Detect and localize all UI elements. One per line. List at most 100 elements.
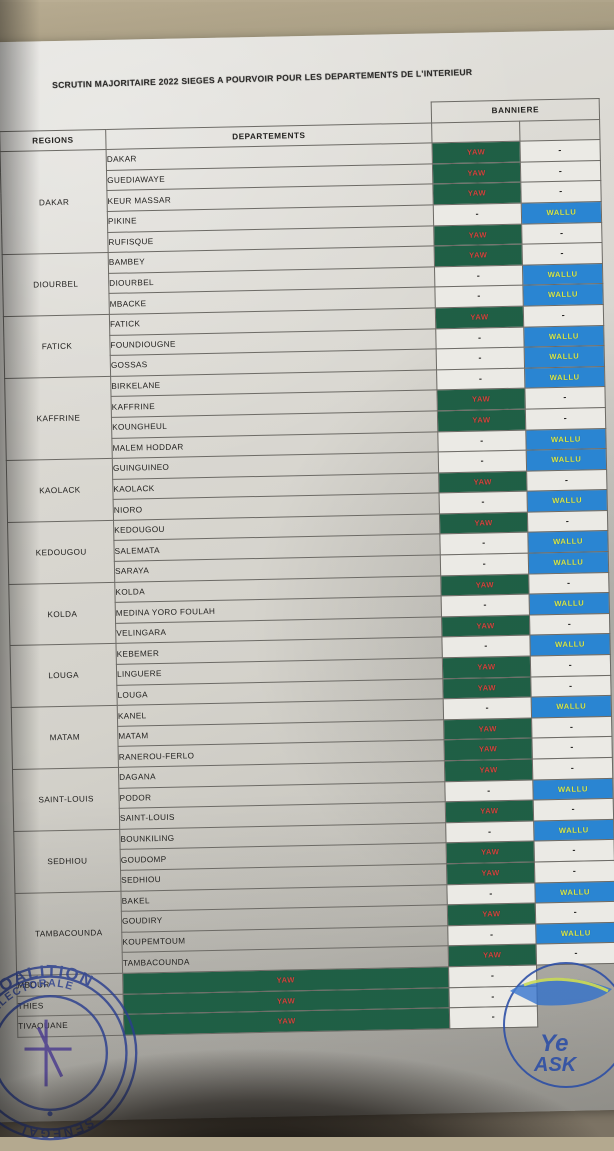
- region-cell: SEDHIOU: [13, 829, 121, 894]
- banner-wallu-cell: -: [525, 407, 606, 430]
- empty-badge: -: [534, 860, 614, 883]
- empty-badge: -: [520, 160, 601, 183]
- region-cell: FATICK: [3, 314, 111, 379]
- table-body: DAKAR DAKAR YAW - GUEDIAWAYE YAW - KEUR MASSAR Y…: [0, 139, 614, 1038]
- empty-badge: -: [529, 572, 609, 594]
- banner-wallu-cell: WALLU: [526, 448, 607, 471]
- wallu-badge: WALLU: [533, 778, 613, 800]
- wallu-badge: WALLU: [528, 531, 608, 553]
- banner-yaw-cell: -: [443, 697, 532, 720]
- yaw-badge: YAW: [444, 718, 532, 740]
- empty-badge: -: [522, 243, 602, 265]
- region-cell: KEDOUGOU: [7, 520, 115, 585]
- banner-wallu-cell: -: [524, 386, 606, 410]
- banner-wallu-cell: -: [528, 572, 610, 595]
- yaw-badge: YAW: [442, 615, 530, 637]
- yaw-badge: YAW: [444, 738, 532, 761]
- wallu-badge: WALLU: [527, 490, 607, 512]
- empty-badge: -: [434, 265, 523, 287]
- empty-badge: -: [532, 757, 613, 780]
- banner-wallu-cell: -: [536, 942, 614, 965]
- banner-yaw-cell: YAW: [442, 656, 531, 679]
- header-banner-b: [519, 119, 600, 142]
- empty-badge: -: [521, 181, 601, 203]
- empty-badge: -: [527, 510, 608, 533]
- wallu-badge: WALLU: [530, 634, 610, 656]
- banner-yaw-cell: -: [446, 882, 536, 905]
- empty-badge: -: [445, 780, 533, 802]
- empty-badge: -: [533, 799, 614, 821]
- wallu-badge: WALLU: [522, 263, 603, 285]
- banner-wallu-cell: WALLU: [528, 551, 609, 574]
- departement-cell: THIES: [17, 993, 124, 1017]
- banner-wallu-cell: -: [521, 222, 603, 245]
- empty-badge: -: [442, 636, 530, 658]
- wallu-badge: WALLU: [526, 449, 607, 471]
- banner-yaw-cell: YAW: [442, 676, 532, 700]
- wallu-badge: WALLU: [529, 593, 609, 615]
- banner-yaw-cell: -: [447, 923, 537, 947]
- banner-yaw-cell: YAW: [440, 573, 530, 597]
- banner-wallu-cell: -: [529, 613, 610, 636]
- banner-wallu-cell: -: [534, 839, 614, 862]
- departement-cell: MBOUR: [16, 973, 124, 996]
- banner-yaw-cell: -: [439, 532, 529, 555]
- banner-wallu-cell: -: [527, 510, 608, 533]
- wallu-badge: WALLU: [524, 346, 605, 368]
- banner-yaw-cell: YAW: [446, 861, 535, 885]
- banner-yaw-cell: -: [436, 347, 525, 370]
- wallu-badge: WALLU: [531, 696, 612, 718]
- yaw-badge: YAW: [446, 862, 535, 884]
- banner-yaw-cell: YAW: [439, 511, 528, 535]
- wallu-badge: WALLU: [523, 284, 603, 306]
- empty-badge: -: [433, 203, 522, 225]
- yaw-badge: YAW: [448, 944, 537, 967]
- banner-wallu-cell: WALLU: [527, 530, 609, 554]
- banner-wallu-cell: -: [535, 901, 614, 924]
- yaw-badge: YAW: [439, 512, 528, 534]
- banner-wallu-cell: -: [530, 675, 612, 698]
- banner-yaw-cell: YAW: [437, 409, 526, 432]
- empty-badge: -: [446, 821, 534, 843]
- banner-wallu-cell: -: [449, 1006, 538, 1029]
- wallu-badge: WALLU: [526, 428, 606, 450]
- region-cell: DIOURBEL: [2, 252, 110, 317]
- banner-wallu-cell: WALLU: [535, 922, 614, 945]
- banner-yaw-cell: YAW: [443, 717, 532, 741]
- banner-wallu-cell: WALLU: [529, 592, 610, 615]
- empty-badge: -: [531, 675, 611, 697]
- banner-wallu-cell: -: [448, 985, 538, 1008]
- banner-yaw-cell: -: [444, 779, 534, 802]
- empty-badge: -: [447, 883, 535, 905]
- banner-wallu-cell: -: [520, 160, 601, 183]
- yaw-badge: YAW: [434, 244, 522, 267]
- region-cell: TAMBACOUNDA: [14, 890, 123, 976]
- empty-badge: -: [534, 840, 614, 862]
- wallu-badge: WALLU: [535, 881, 614, 903]
- empty-badge: -: [449, 965, 537, 987]
- banner-yaw-cell: YAW: [446, 841, 535, 864]
- banner-yaw-cell: YAW: [447, 903, 536, 926]
- banner-yaw-cell: YAW: [432, 141, 521, 164]
- banner-yaw-cell: -: [435, 326, 525, 350]
- banner-wallu-cell: -: [522, 242, 603, 265]
- empty-badge: -: [525, 407, 606, 430]
- wallu-badge: WALLU: [536, 922, 614, 944]
- empty-badge: -: [449, 986, 537, 1008]
- banner-yaw-cell: YAW: [434, 244, 523, 267]
- banner-yaw-cell: -: [445, 820, 535, 844]
- banner-yaw-cell: YAW: [438, 470, 528, 494]
- yaw-badge: YAW: [433, 183, 521, 205]
- empty-badge: -: [440, 553, 529, 575]
- banner-wallu-cell: -: [520, 180, 602, 204]
- yaw-badge: YAW: [439, 471, 527, 493]
- banner-yaw-cell: -: [436, 367, 525, 391]
- banner-wallu-cell: -: [531, 736, 613, 760]
- region-cell: MATAM: [11, 705, 119, 770]
- banner-yaw-cell: YAW: [433, 223, 523, 247]
- banner-wallu-cell: -: [534, 860, 614, 883]
- empty-badge: -: [439, 491, 527, 514]
- empty-badge: -: [438, 430, 526, 452]
- banner-wallu-cell: WALLU: [532, 778, 614, 801]
- banner-yaw-cell: -: [441, 594, 530, 617]
